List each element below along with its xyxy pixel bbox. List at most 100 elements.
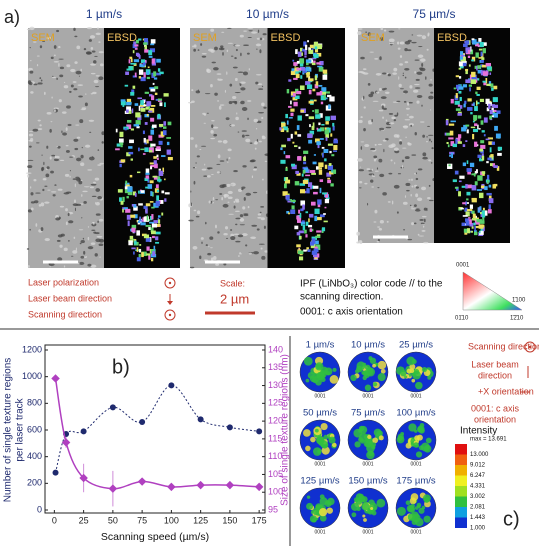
ebsd-grain bbox=[479, 230, 484, 235]
intensity-label: 9.012 bbox=[470, 462, 486, 468]
sem-texture bbox=[79, 119, 84, 124]
sem-texture bbox=[247, 117, 249, 121]
pole-spot bbox=[361, 502, 370, 511]
ebsd-grain bbox=[310, 185, 312, 190]
ebsd-grain bbox=[287, 199, 293, 201]
sem-texture bbox=[51, 76, 57, 79]
pole-spot bbox=[377, 373, 386, 382]
sem-texture bbox=[426, 48, 429, 51]
sem-texture bbox=[43, 91, 46, 95]
sem-texture bbox=[220, 45, 224, 48]
ebsd-grain bbox=[285, 168, 288, 171]
point bbox=[256, 428, 263, 435]
x-tick-label: 25 bbox=[79, 515, 89, 525]
ebsd-grain bbox=[318, 122, 321, 126]
sem-texture bbox=[360, 56, 365, 60]
ebsd-label: EBSD bbox=[107, 32, 137, 44]
ebsd-grain bbox=[135, 112, 141, 118]
sem-texture bbox=[359, 181, 363, 184]
ebsd-grain bbox=[143, 38, 149, 44]
sem-texture bbox=[35, 223, 38, 227]
sem-texture bbox=[242, 165, 247, 168]
sem-texture bbox=[195, 90, 201, 94]
ebsd-grain bbox=[480, 140, 485, 144]
sem-texture bbox=[226, 49, 229, 53]
ebsd-grain bbox=[474, 225, 479, 229]
sem-texture bbox=[407, 238, 413, 241]
ebsd-grain bbox=[140, 222, 146, 226]
sem-texture bbox=[37, 119, 41, 122]
ebsd-grain bbox=[493, 109, 497, 112]
sem-texture bbox=[249, 159, 255, 163]
pole-label: 0001 bbox=[314, 461, 325, 467]
ebsd-grain bbox=[140, 59, 146, 63]
ebsd-grain bbox=[130, 91, 135, 96]
ebsd-grain bbox=[475, 169, 478, 174]
y2-tick-label: 140 bbox=[268, 344, 283, 354]
ebsd-grain bbox=[320, 127, 325, 132]
speed-label: 10 µm/s bbox=[246, 7, 289, 21]
sem-texture bbox=[422, 134, 426, 138]
sem-texture bbox=[57, 188, 63, 191]
speed-label: 1 µm/s bbox=[86, 7, 122, 21]
sem-texture bbox=[375, 158, 377, 160]
sem-texture bbox=[377, 226, 381, 228]
sem-texture bbox=[408, 123, 414, 127]
ebsd-grain bbox=[321, 123, 325, 126]
point bbox=[225, 480, 235, 490]
sem-texture bbox=[260, 206, 265, 208]
ebsd-grain bbox=[480, 60, 484, 63]
ebsd-grain bbox=[153, 160, 157, 165]
sem-texture bbox=[41, 166, 45, 171]
sem-texture bbox=[199, 255, 202, 260]
ebsd-grain bbox=[140, 148, 145, 151]
point bbox=[226, 424, 233, 431]
sem-texture bbox=[359, 166, 362, 168]
ebsd-grain bbox=[280, 159, 286, 164]
ebsd-grain bbox=[145, 175, 150, 179]
ebsd-grain bbox=[325, 133, 329, 138]
ebsd-grain bbox=[462, 162, 467, 167]
sem-texture bbox=[35, 192, 41, 194]
sem-texture bbox=[234, 57, 237, 60]
sem-texture bbox=[398, 28, 401, 30]
ebsd-grain bbox=[314, 208, 320, 215]
ebsd-grain bbox=[308, 213, 314, 218]
ebsd-grain bbox=[478, 38, 482, 42]
ebsd-grain bbox=[320, 214, 325, 218]
ebsd-grain bbox=[156, 179, 162, 182]
ebsd-grain bbox=[489, 118, 493, 121]
ebsd-grain bbox=[128, 59, 131, 64]
ebsd-grain bbox=[288, 105, 292, 108]
ebsd-grain bbox=[138, 190, 140, 194]
ebsd-grain bbox=[466, 198, 469, 201]
ebsd-grain bbox=[145, 168, 150, 174]
ebsd-grain bbox=[480, 120, 484, 125]
sem-texture bbox=[212, 126, 219, 129]
sem-texture bbox=[430, 91, 434, 94]
ebsd-grain bbox=[472, 120, 475, 123]
ebsd-grain bbox=[496, 166, 500, 171]
sem-texture bbox=[263, 106, 267, 109]
sem-texture bbox=[210, 28, 215, 32]
ebsd-grain bbox=[146, 139, 149, 144]
sem-texture bbox=[255, 43, 262, 47]
pole-spot bbox=[425, 437, 432, 444]
ebsd-grain bbox=[465, 220, 470, 226]
sem-texture bbox=[241, 130, 247, 132]
ebsd-grain bbox=[136, 257, 141, 262]
sem-texture bbox=[362, 68, 367, 71]
ebsd-grain bbox=[454, 186, 459, 189]
ebsd-grain bbox=[319, 113, 323, 118]
ebsd-grain bbox=[286, 195, 290, 201]
sem-image bbox=[28, 28, 104, 268]
sem-texture bbox=[85, 93, 87, 95]
ebsd-grain bbox=[313, 248, 319, 253]
sem-texture bbox=[368, 93, 374, 98]
y2-tick-label: 130 bbox=[268, 380, 283, 390]
sem-texture bbox=[34, 200, 39, 204]
ebsd-grain bbox=[136, 126, 140, 129]
sem-texture bbox=[58, 62, 60, 67]
intensity-label: 13.000 bbox=[470, 452, 489, 458]
ebsd-grain bbox=[489, 72, 492, 75]
